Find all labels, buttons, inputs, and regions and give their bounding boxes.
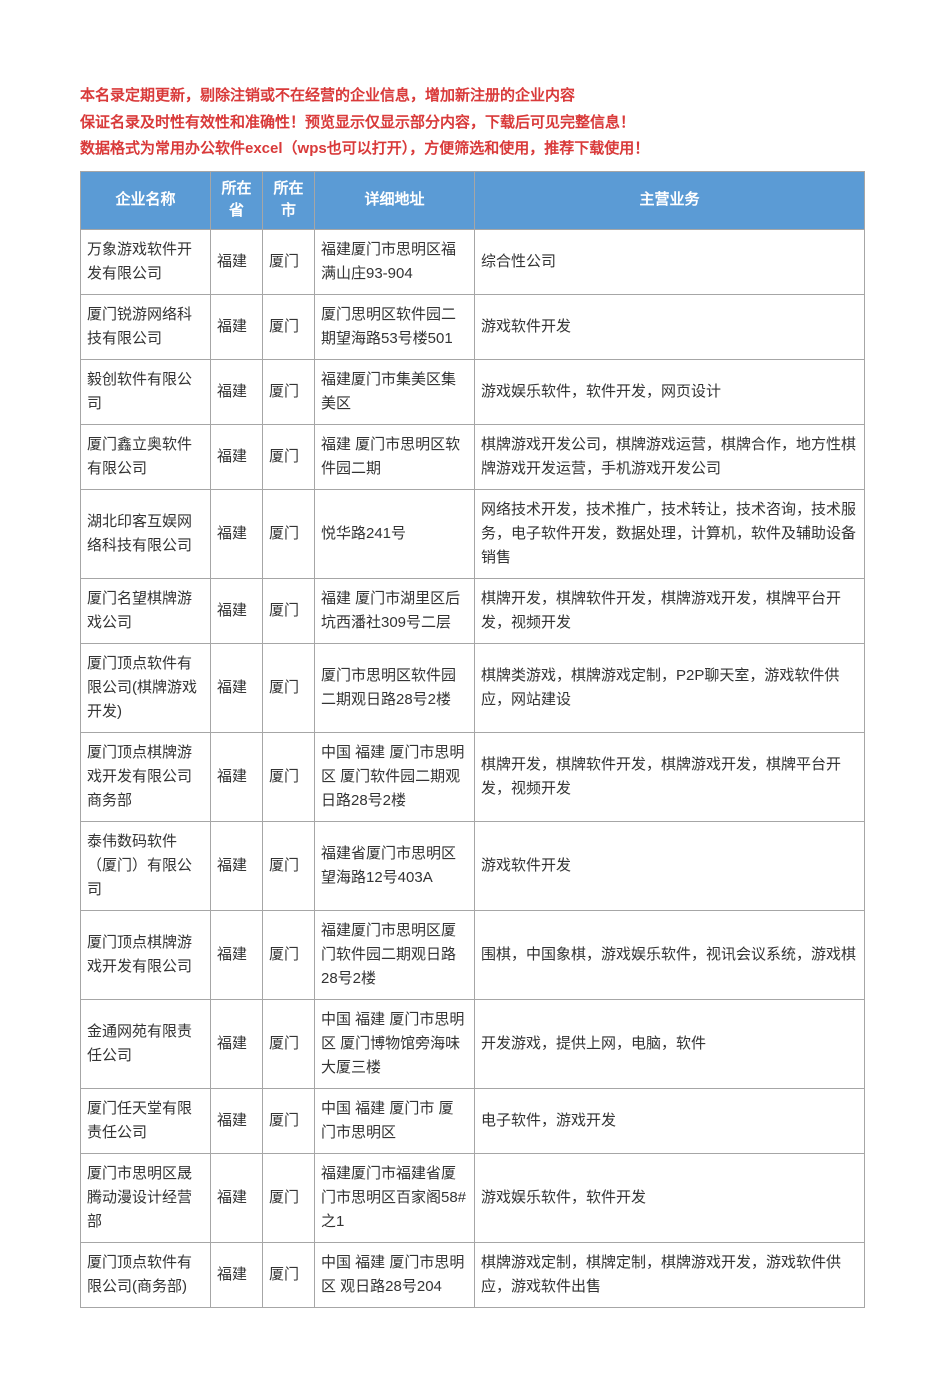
cell-name: 厦门鑫立奥软件有限公司	[81, 424, 211, 489]
cell-business: 棋牌开发，棋牌软件开发，棋牌游戏开发，棋牌平台开发，视频开发	[475, 732, 865, 821]
cell-address: 中国 福建 厦门市思明区 厦门软件园二期观日路28号2楼	[315, 732, 475, 821]
cell-business: 综合性公司	[475, 229, 865, 294]
col-name: 企业名称	[81, 171, 211, 229]
cell-city: 厦门	[263, 578, 315, 643]
cell-business: 游戏娱乐软件，软件开发	[475, 1153, 865, 1242]
cell-province: 福建	[211, 229, 263, 294]
cell-name: 厦门顶点棋牌游戏开发有限公司	[81, 910, 211, 999]
cell-business: 棋牌游戏开发公司，棋牌游戏运营，棋牌合作，地方性棋牌游戏开发运营，手机游戏开发公…	[475, 424, 865, 489]
cell-province: 福建	[211, 732, 263, 821]
company-table: 企业名称 所在省 所在市 详细地址 主营业务 万象游戏软件开发有限公司福建厦门福…	[80, 171, 865, 1308]
cell-address: 福建省厦门市思明区望海路12号403A	[315, 821, 475, 910]
table-row: 厦门顶点软件有限公司(棋牌游戏开发)福建厦门厦门市思明区软件园二期观日路28号2…	[81, 643, 865, 732]
cell-name: 厦门顶点软件有限公司(商务部)	[81, 1242, 211, 1307]
cell-name: 毅创软件有限公司	[81, 359, 211, 424]
cell-city: 厦门	[263, 424, 315, 489]
cell-city: 厦门	[263, 229, 315, 294]
cell-name: 万象游戏软件开发有限公司	[81, 229, 211, 294]
cell-name: 厦门顶点棋牌游戏开发有限公司商务部	[81, 732, 211, 821]
cell-business: 棋牌游戏定制，棋牌定制，棋牌游戏开发，游戏软件供应，游戏软件出售	[475, 1242, 865, 1307]
cell-city: 厦门	[263, 821, 315, 910]
cell-business: 电子软件，游戏开发	[475, 1088, 865, 1153]
cell-name: 湖北印客互娱网络科技有限公司	[81, 489, 211, 578]
cell-name: 厦门锐游网络科技有限公司	[81, 294, 211, 359]
cell-address: 福建 厦门市湖里区后坑西潘社309号二层	[315, 578, 475, 643]
cell-name: 泰伟数码软件（厦门）有限公司	[81, 821, 211, 910]
table-row: 厦门市思明区晟腾动漫设计经营部福建厦门福建厦门市福建省厦门市思明区百家阁58#之…	[81, 1153, 865, 1242]
cell-name: 厦门市思明区晟腾动漫设计经营部	[81, 1153, 211, 1242]
table-body: 万象游戏软件开发有限公司福建厦门福建厦门市思明区福满山庄93-904综合性公司厦…	[81, 229, 865, 1307]
cell-name: 厦门顶点软件有限公司(棋牌游戏开发)	[81, 643, 211, 732]
table-row: 湖北印客互娱网络科技有限公司福建厦门悦华路241号网络技术开发，技术推广，技术转…	[81, 489, 865, 578]
cell-address: 福建 厦门市思明区软件园二期	[315, 424, 475, 489]
cell-address: 福建厦门市思明区厦门软件园二期观日路28号2楼	[315, 910, 475, 999]
table-row: 厦门锐游网络科技有限公司福建厦门厦门思明区软件园二期望海路53号楼501游戏软件…	[81, 294, 865, 359]
cell-address: 悦华路241号	[315, 489, 475, 578]
cell-province: 福建	[211, 1088, 263, 1153]
cell-address: 厦门市思明区软件园二期观日路28号2楼	[315, 643, 475, 732]
cell-city: 厦门	[263, 1088, 315, 1153]
cell-city: 厦门	[263, 359, 315, 424]
cell-address: 厦门思明区软件园二期望海路53号楼501	[315, 294, 475, 359]
cell-province: 福建	[211, 643, 263, 732]
cell-city: 厦门	[263, 294, 315, 359]
cell-business: 围棋，中国象棋，游戏娱乐软件，视讯会议系统，游戏棋	[475, 910, 865, 999]
cell-name: 金通网苑有限责任公司	[81, 999, 211, 1088]
cell-address: 福建厦门市集美区集美区	[315, 359, 475, 424]
intro-line-1: 本名录定期更新，剔除注销或不在经营的企业信息，增加新注册的企业内容	[80, 85, 865, 108]
cell-address: 中国 福建 厦门市思明区 厦门博物馆旁海味大厦三楼	[315, 999, 475, 1088]
cell-address: 中国 福建 厦门市思明区 观日路28号204	[315, 1242, 475, 1307]
table-row: 金通网苑有限责任公司福建厦门中国 福建 厦门市思明区 厦门博物馆旁海味大厦三楼开…	[81, 999, 865, 1088]
cell-city: 厦门	[263, 1242, 315, 1307]
cell-province: 福建	[211, 999, 263, 1088]
intro-line-3: 数据格式为常用办公软件excel（wps也可以打开），方便筛选和使用，推荐下载使…	[80, 138, 865, 161]
cell-province: 福建	[211, 489, 263, 578]
table-row: 厦门顶点软件有限公司(商务部)福建厦门中国 福建 厦门市思明区 观日路28号20…	[81, 1242, 865, 1307]
cell-city: 厦门	[263, 999, 315, 1088]
cell-address: 福建厦门市福建省厦门市思明区百家阁58#之1	[315, 1153, 475, 1242]
cell-province: 福建	[211, 910, 263, 999]
cell-name: 厦门名望棋牌游戏公司	[81, 578, 211, 643]
cell-city: 厦门	[263, 910, 315, 999]
cell-province: 福建	[211, 1153, 263, 1242]
cell-province: 福建	[211, 578, 263, 643]
cell-city: 厦门	[263, 1153, 315, 1242]
cell-address: 中国 福建 厦门市 厦门市思明区	[315, 1088, 475, 1153]
cell-business: 棋牌开发，棋牌软件开发，棋牌游戏开发，棋牌平台开发，视频开发	[475, 578, 865, 643]
table-row: 万象游戏软件开发有限公司福建厦门福建厦门市思明区福满山庄93-904综合性公司	[81, 229, 865, 294]
table-row: 厦门名望棋牌游戏公司福建厦门福建 厦门市湖里区后坑西潘社309号二层棋牌开发，棋…	[81, 578, 865, 643]
cell-province: 福建	[211, 821, 263, 910]
intro-line-2: 保证名录及时性有效性和准确性！预览显示仅显示部分内容，下载后可见完整信息！	[80, 112, 865, 135]
cell-city: 厦门	[263, 732, 315, 821]
table-row: 厦门鑫立奥软件有限公司福建厦门福建 厦门市思明区软件园二期棋牌游戏开发公司，棋牌…	[81, 424, 865, 489]
table-header-row: 企业名称 所在省 所在市 详细地址 主营业务	[81, 171, 865, 229]
table-row: 厦门顶点棋牌游戏开发有限公司福建厦门福建厦门市思明区厦门软件园二期观日路28号2…	[81, 910, 865, 999]
cell-name: 厦门任天堂有限责任公司	[81, 1088, 211, 1153]
col-province: 所在省	[211, 171, 263, 229]
table-row: 厦门任天堂有限责任公司福建厦门中国 福建 厦门市 厦门市思明区电子软件，游戏开发	[81, 1088, 865, 1153]
cell-business: 游戏软件开发	[475, 294, 865, 359]
cell-city: 厦门	[263, 643, 315, 732]
cell-business: 开发游戏，提供上网，电脑，软件	[475, 999, 865, 1088]
cell-province: 福建	[211, 424, 263, 489]
col-city: 所在市	[263, 171, 315, 229]
cell-province: 福建	[211, 359, 263, 424]
table-row: 泰伟数码软件（厦门）有限公司福建厦门福建省厦门市思明区望海路12号403A游戏软…	[81, 821, 865, 910]
col-address: 详细地址	[315, 171, 475, 229]
cell-address: 福建厦门市思明区福满山庄93-904	[315, 229, 475, 294]
cell-business: 游戏娱乐软件，软件开发，网页设计	[475, 359, 865, 424]
col-business: 主营业务	[475, 171, 865, 229]
cell-province: 福建	[211, 1242, 263, 1307]
cell-business: 游戏软件开发	[475, 821, 865, 910]
cell-business: 网络技术开发，技术推广，技术转让，技术咨询，技术服务，电子软件开发，数据处理，计…	[475, 489, 865, 578]
cell-city: 厦门	[263, 489, 315, 578]
cell-business: 棋牌类游戏，棋牌游戏定制，P2P聊天室，游戏软件供应，网站建设	[475, 643, 865, 732]
table-row: 厦门顶点棋牌游戏开发有限公司商务部福建厦门中国 福建 厦门市思明区 厦门软件园二…	[81, 732, 865, 821]
table-row: 毅创软件有限公司福建厦门福建厦门市集美区集美区游戏娱乐软件，软件开发，网页设计	[81, 359, 865, 424]
cell-province: 福建	[211, 294, 263, 359]
